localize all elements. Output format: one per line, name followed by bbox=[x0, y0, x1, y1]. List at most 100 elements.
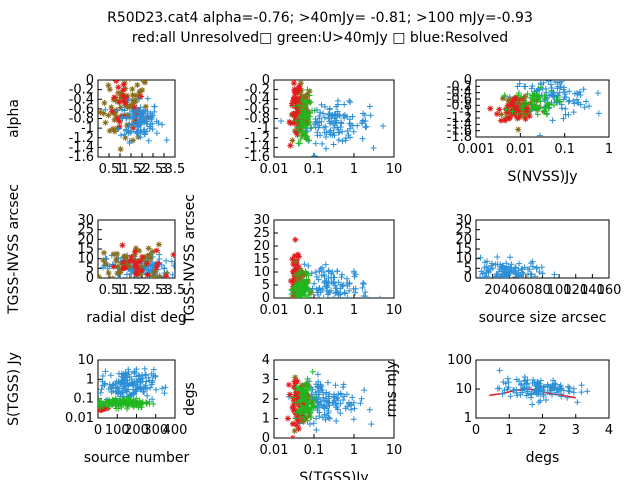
data-point bbox=[117, 113, 124, 120]
data-point bbox=[570, 109, 577, 116]
y-tick-label: 0 bbox=[262, 291, 270, 306]
data-point bbox=[305, 262, 312, 269]
data-point bbox=[303, 136, 310, 143]
data-point bbox=[133, 378, 140, 385]
data-point bbox=[294, 275, 301, 282]
data-point bbox=[325, 111, 332, 118]
data-point bbox=[111, 109, 118, 116]
data-point bbox=[294, 393, 301, 400]
data-point bbox=[290, 80, 297, 87]
data-point bbox=[126, 392, 133, 399]
data-point bbox=[114, 70, 120, 76]
data-point bbox=[117, 132, 124, 139]
data-point bbox=[98, 109, 104, 116]
data-point bbox=[137, 104, 144, 111]
data-point bbox=[347, 99, 354, 106]
data-point bbox=[141, 118, 148, 125]
data-point bbox=[292, 236, 299, 243]
data-point bbox=[115, 275, 122, 278]
data-point bbox=[496, 385, 503, 392]
data-point bbox=[291, 90, 298, 97]
data-point bbox=[555, 92, 562, 99]
data-point bbox=[350, 128, 357, 135]
data-point bbox=[545, 105, 552, 112]
data-point bbox=[330, 391, 337, 398]
y-tick-label: 20 bbox=[77, 232, 94, 247]
y-tick-label: 20 bbox=[455, 232, 472, 247]
y-tick-label: 15 bbox=[253, 252, 270, 267]
data-point bbox=[109, 382, 116, 389]
data-point bbox=[346, 280, 353, 287]
data-point bbox=[498, 274, 505, 278]
data-point bbox=[130, 111, 137, 118]
data-point bbox=[554, 99, 561, 106]
data-point bbox=[322, 416, 329, 423]
data-point bbox=[549, 382, 556, 389]
data-point bbox=[542, 92, 549, 99]
data-point bbox=[518, 94, 525, 101]
data-point bbox=[296, 95, 303, 102]
data-point bbox=[110, 381, 117, 388]
data-point bbox=[529, 401, 536, 408]
data-point bbox=[522, 116, 529, 123]
data-point bbox=[498, 117, 505, 124]
data-point bbox=[318, 296, 320, 298]
data-point bbox=[496, 367, 503, 374]
data-point bbox=[139, 110, 146, 117]
data-point bbox=[511, 101, 518, 108]
data-point bbox=[135, 275, 137, 278]
y-tick-label: 0 bbox=[464, 73, 472, 88]
data-point bbox=[333, 417, 340, 424]
data-point bbox=[130, 382, 137, 389]
y-tick-label: -0.6 bbox=[245, 102, 270, 117]
data-point bbox=[334, 101, 341, 108]
data-point bbox=[341, 289, 348, 296]
data-point bbox=[118, 266, 125, 273]
data-point bbox=[292, 303, 298, 309]
data-point bbox=[338, 300, 344, 306]
data-point bbox=[102, 106, 109, 113]
x-tick-label: 100 bbox=[105, 423, 130, 438]
data-point bbox=[586, 103, 593, 110]
data-point bbox=[330, 295, 337, 298]
data-point bbox=[323, 133, 330, 140]
data-point bbox=[316, 413, 323, 420]
y-tick-label: 1 bbox=[262, 412, 270, 427]
data-point bbox=[106, 127, 113, 134]
data-point bbox=[339, 283, 346, 290]
x-tick-label: 2.5 bbox=[143, 283, 164, 298]
data-point bbox=[554, 94, 561, 101]
data-point bbox=[300, 400, 307, 407]
data-point bbox=[132, 245, 139, 252]
data-point bbox=[121, 253, 128, 260]
data-point bbox=[123, 115, 130, 122]
data-point bbox=[299, 97, 306, 104]
data-point bbox=[515, 114, 522, 121]
data-point bbox=[289, 294, 296, 298]
data-point bbox=[528, 260, 535, 267]
data-point bbox=[113, 80, 120, 84]
data-point bbox=[379, 295, 381, 298]
data-point bbox=[139, 375, 146, 382]
data-point bbox=[139, 256, 146, 263]
y-tick-label: -1.4 bbox=[69, 140, 94, 155]
data-point bbox=[479, 270, 486, 277]
data-point bbox=[337, 400, 344, 407]
data-point bbox=[504, 375, 511, 382]
data-point bbox=[325, 393, 332, 400]
data-point bbox=[132, 262, 139, 269]
data-point bbox=[312, 269, 319, 276]
data-point bbox=[334, 108, 341, 115]
data-point bbox=[302, 268, 309, 275]
data-point bbox=[98, 400, 102, 407]
y-axis-label: rms mJy bbox=[384, 361, 400, 418]
data-point bbox=[120, 385, 127, 392]
data-point bbox=[117, 146, 124, 153]
data-point bbox=[98, 273, 102, 278]
data-point bbox=[289, 256, 296, 263]
data-point bbox=[331, 296, 333, 298]
data-point bbox=[561, 91, 568, 98]
x-tick-label: 1.5 bbox=[121, 162, 142, 177]
data-point bbox=[481, 259, 488, 266]
data-point bbox=[144, 116, 151, 123]
